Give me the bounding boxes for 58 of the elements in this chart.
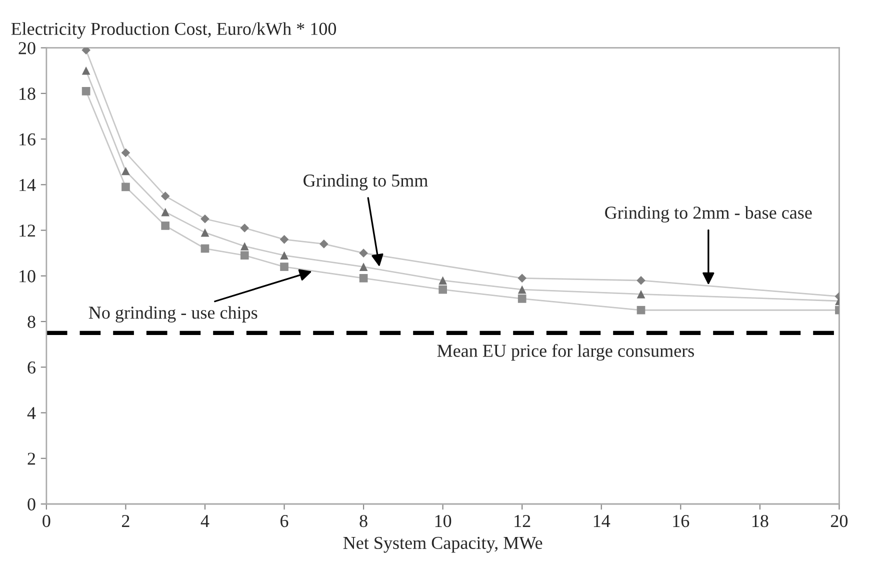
annotation: Grinding to 2mm - base case xyxy=(605,206,812,223)
x-tick-label: 12 xyxy=(514,514,530,527)
x-tick-label: 16 xyxy=(673,514,690,528)
point xyxy=(82,86,90,96)
y-tick-label: 14 xyxy=(20,179,36,191)
y-tick-label: 0 xyxy=(28,498,36,510)
point xyxy=(161,222,170,230)
point xyxy=(518,294,526,303)
x-tick-label: 8 xyxy=(360,514,368,528)
point xyxy=(518,285,526,294)
point xyxy=(200,228,210,237)
y-tick-label: 12 xyxy=(20,224,36,237)
point xyxy=(280,234,289,244)
point xyxy=(240,251,249,260)
y-tick-label: 6 xyxy=(28,361,36,374)
point xyxy=(359,262,368,271)
point xyxy=(359,274,368,282)
point xyxy=(636,306,646,314)
point xyxy=(319,240,328,248)
point xyxy=(82,66,90,75)
point xyxy=(359,248,368,258)
x-tick-label: 4 xyxy=(200,515,210,527)
x-tick-label: 2 xyxy=(122,514,130,527)
point xyxy=(438,285,447,294)
x-tick-label: 10 xyxy=(435,514,452,528)
x-tick-label: 20 xyxy=(830,514,848,528)
point xyxy=(518,274,527,283)
point xyxy=(280,262,288,271)
x-tick-label: 18 xyxy=(752,514,768,528)
point xyxy=(122,182,130,192)
point xyxy=(240,242,249,250)
y-tick-label: 10 xyxy=(20,270,36,282)
point xyxy=(200,244,210,253)
y-tick-label: 8 xyxy=(28,316,36,328)
x-tick-label: 0 xyxy=(42,514,50,528)
annotation: Grinding to 5mm xyxy=(304,174,428,190)
point xyxy=(160,192,170,200)
y-tick-label: 2 xyxy=(28,452,36,465)
annotation: No grinding - use chips xyxy=(88,306,258,322)
point xyxy=(240,224,250,232)
point xyxy=(636,290,646,298)
point xyxy=(200,214,210,224)
point xyxy=(636,276,646,285)
y-tick-label: 18 xyxy=(20,88,36,100)
point xyxy=(121,148,130,158)
point xyxy=(438,276,447,285)
x-tick-label: 14 xyxy=(594,515,610,527)
y-tick-label: 16 xyxy=(20,133,36,146)
y-axis-title: Electricity Production Cost, Euro/kWh * 100 xyxy=(11,22,336,39)
y-tick-label: 4 xyxy=(27,407,36,420)
x-tick-label: 6 xyxy=(280,514,288,528)
point xyxy=(280,251,288,260)
x-axis-title: Net System Capacity, MWe xyxy=(343,536,542,553)
point xyxy=(161,208,170,216)
point xyxy=(122,166,130,176)
point xyxy=(82,48,90,55)
ref-line-label: Mean EU price for large consumers xyxy=(437,344,694,361)
y-tick-label: 20 xyxy=(18,42,36,54)
